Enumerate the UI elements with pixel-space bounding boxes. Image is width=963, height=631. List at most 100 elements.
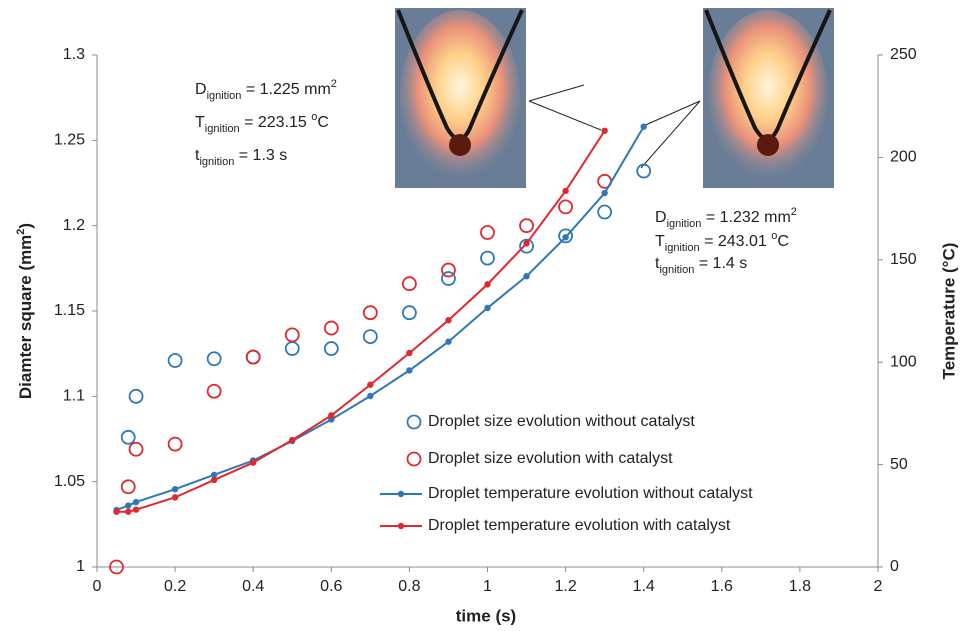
line-marker bbox=[289, 436, 296, 444]
data-point bbox=[362, 329, 378, 345]
line-marker bbox=[171, 485, 179, 493]
y2-tick-label: 200 bbox=[890, 149, 917, 166]
y-axis-label: Diamter square (mm2) bbox=[15, 223, 36, 399]
data-point bbox=[441, 271, 456, 286]
x-tick-label: 0.8 bbox=[398, 578, 420, 595]
data-point bbox=[401, 276, 417, 292]
data-point bbox=[480, 225, 495, 240]
data-point bbox=[284, 341, 300, 356]
data-point bbox=[519, 238, 534, 254]
subscript: ignition bbox=[659, 264, 694, 276]
line-marker bbox=[601, 189, 608, 197]
text-part: = 1.3 s bbox=[234, 147, 287, 164]
text-part: Diamter square (mm bbox=[16, 235, 35, 399]
data-point bbox=[284, 327, 300, 343]
x-tick-label: 0.4 bbox=[242, 578, 264, 595]
line-marker bbox=[601, 127, 608, 134]
text-part: = 1.232 mm bbox=[701, 209, 790, 226]
y-tick-label: 1.1 bbox=[63, 388, 85, 405]
line-marker bbox=[210, 476, 218, 484]
data-point bbox=[109, 559, 124, 575]
supscript: o bbox=[771, 230, 777, 242]
text-part: = 223.15 bbox=[240, 114, 312, 131]
subscript: ignition bbox=[205, 123, 240, 135]
subscript: ignition bbox=[207, 90, 242, 102]
line-marker bbox=[562, 187, 569, 195]
legend-marker bbox=[397, 490, 405, 498]
x-tick-label: 2 bbox=[874, 578, 883, 595]
y2-axis-label: Temperature (°C) bbox=[939, 243, 958, 380]
legend-marker bbox=[406, 451, 422, 467]
line-marker bbox=[132, 498, 140, 506]
x-tick-label: 0.2 bbox=[164, 578, 186, 595]
subscript: ignition bbox=[667, 218, 702, 230]
data-point bbox=[401, 305, 417, 321]
line-marker bbox=[562, 234, 569, 241]
line-marker bbox=[113, 508, 120, 515]
text-part: C bbox=[777, 233, 789, 250]
annotation-line: Dignition = 1.225 mm2 bbox=[195, 78, 337, 102]
annotation-line: Tignition = 223.15 oC bbox=[195, 111, 329, 135]
subscript: ignition bbox=[199, 156, 234, 168]
text-part: D bbox=[655, 209, 667, 226]
text-part: = 1.4 s bbox=[694, 255, 747, 272]
data-point bbox=[323, 320, 339, 336]
supscript: o bbox=[311, 111, 317, 123]
y2-tick-label: 50 bbox=[890, 456, 908, 473]
x-tick-label: 1.8 bbox=[789, 578, 811, 595]
text-part: T bbox=[655, 233, 665, 250]
legend-label: Droplet temperature evolution without ca… bbox=[428, 485, 753, 502]
annotation-line: Dignition = 1.232 mm2 bbox=[655, 206, 797, 230]
y-tick-label: 1.15 bbox=[54, 302, 85, 319]
data-point bbox=[206, 383, 222, 399]
y-tick-label: 1.05 bbox=[54, 473, 85, 490]
data-point bbox=[120, 479, 136, 495]
line-marker bbox=[406, 367, 413, 374]
legend-marker bbox=[397, 522, 405, 530]
y2-tick-label: 250 bbox=[890, 46, 917, 63]
y-tick-label: 1.3 bbox=[63, 46, 85, 63]
line-marker bbox=[445, 317, 452, 324]
y2-tick-label: 150 bbox=[890, 251, 917, 268]
line-marker bbox=[125, 502, 132, 509]
y-tick-label: 1.2 bbox=[63, 217, 85, 234]
data-point bbox=[245, 349, 261, 365]
annotation-line: tignition = 1.3 s bbox=[195, 147, 287, 168]
legend-label: Droplet size evolution with catalyst bbox=[428, 450, 673, 467]
x-tick-label: 1 bbox=[483, 578, 492, 595]
annotation-line: Tignition = 243.01 oC bbox=[655, 230, 789, 254]
x-tick-label: 1.2 bbox=[554, 578, 576, 595]
text-part: ) bbox=[16, 223, 35, 229]
text-part: D bbox=[195, 81, 207, 98]
text-part: t bbox=[195, 147, 200, 164]
text-part: C bbox=[317, 114, 329, 131]
text-part: t bbox=[655, 255, 660, 272]
text-part: = 243.01 bbox=[700, 233, 772, 250]
x-tick-label: 0 bbox=[93, 578, 102, 595]
line-marker bbox=[484, 304, 491, 312]
line-marker bbox=[132, 506, 140, 513]
y-tick-label: 1.25 bbox=[54, 132, 85, 149]
line-marker bbox=[367, 381, 374, 388]
supscript: 2 bbox=[15, 229, 27, 235]
data-point bbox=[323, 341, 339, 356]
flame-photo bbox=[703, 8, 834, 188]
annotation-line: tignition = 1.4 s bbox=[655, 255, 747, 276]
line-marker bbox=[484, 281, 491, 288]
series-line bbox=[116, 126, 645, 511]
pointer-lines bbox=[528, 84, 701, 169]
data-point bbox=[120, 429, 136, 445]
legend-marker bbox=[406, 414, 422, 430]
data-point bbox=[636, 163, 652, 179]
subscript: ignition bbox=[665, 242, 700, 254]
data-point bbox=[128, 441, 144, 457]
line-marker bbox=[406, 349, 413, 357]
line-marker bbox=[171, 494, 179, 501]
data-point bbox=[558, 199, 573, 215]
flame-photo bbox=[395, 8, 526, 188]
data-point bbox=[519, 218, 534, 234]
line-marker bbox=[328, 412, 335, 419]
data-point bbox=[167, 436, 183, 452]
data-point bbox=[597, 204, 613, 220]
legend-label: Droplet temperature evolution with catal… bbox=[428, 517, 731, 534]
